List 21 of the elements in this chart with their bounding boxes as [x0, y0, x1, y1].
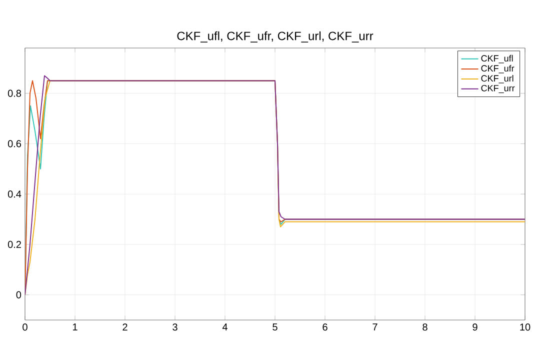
- y-tick-label: 0: [16, 291, 22, 298]
- x-tick-label: 8: [422, 324, 428, 331]
- x-tick-label: 7: [372, 324, 378, 330]
- x-tick-label: 3: [172, 324, 178, 331]
- legend-label: CKF_urr: [481, 84, 515, 94]
- x-tick-label: 0: [22, 324, 28, 331]
- y-tick-label: 0.2: [8, 240, 21, 248]
- x-tick-label: 10: [520, 324, 530, 331]
- x-tick-label: 9: [472, 324, 478, 331]
- x-tick-label: 2: [122, 324, 128, 331]
- x-tick-label: 1: [72, 324, 78, 330]
- y-tick-label: 0.8: [8, 90, 22, 97]
- legend-label: CKF_ufr: [481, 64, 514, 74]
- chart-title: CKF_ufl, CKF_ufr, CKF_url, CKF_urr: [177, 31, 374, 42]
- y-tick-label: 0.4: [8, 190, 22, 198]
- x-tick-label: 4: [222, 324, 228, 330]
- x-tick-label: 5: [272, 324, 278, 331]
- y-tick-label: 0.6: [8, 140, 22, 148]
- legend-label: CKF_ufl: [481, 54, 513, 64]
- legend-label: CKF_url: [481, 74, 514, 84]
- x-tick-label: 6: [322, 324, 328, 331]
